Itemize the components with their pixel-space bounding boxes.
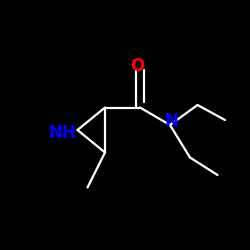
Text: O: O (130, 57, 144, 75)
Text: N: N (164, 112, 178, 130)
Text: NH: NH (48, 124, 76, 142)
